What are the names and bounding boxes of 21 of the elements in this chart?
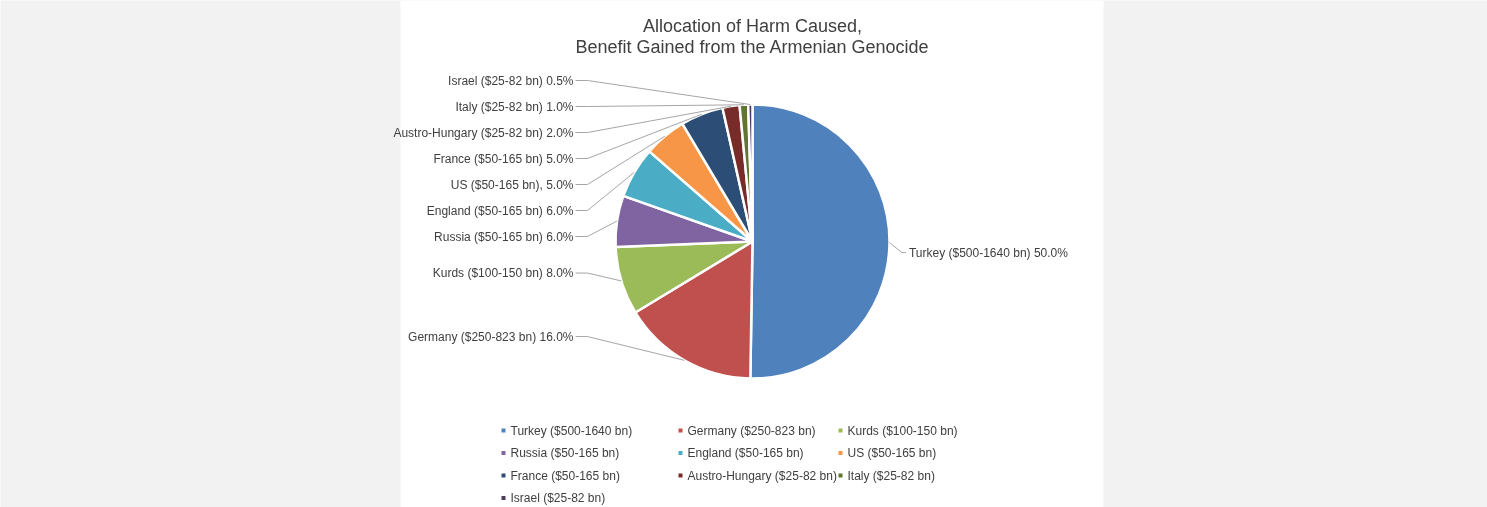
data-label: Italy ($25-82 bn) 1.0% [455,99,574,114]
data-label: Russia ($50-165 bn) 6.0% [434,229,574,244]
legend-label: US ($50-165 bn) [847,446,937,460]
legend-label: France ($50-165 bn) [510,468,620,483]
data-label: England ($50-165 bn) 6.0% [426,203,574,218]
legend-label: Turkey ($500-1640 bn) [510,423,633,438]
legend-label: Israel ($25-82 bn) [510,491,606,505]
data-label: France ($50-165 bn) 5.0% [433,151,574,166]
legend-label: Italy ($25-82 bn) [847,468,935,483]
data-label: US ($50-165 bn), 5.0% [450,177,574,192]
data-label: Germany ($250-823 bn) 16.0% [408,329,574,344]
data-label: Turkey ($500-1640 bn) 50.0% [908,245,1069,260]
legend-label: Austro-Hungary ($25-82 bn) [687,468,837,483]
legend-label: Kurds ($100-150 bn) [847,423,958,438]
legend-label: England ($50-165 bn) [687,446,804,460]
chart-title: Allocation of Harm Caused, Benefit Gained from the Armenian Genocide [575,15,929,57]
data-label: Austro-Hungary ($25-82 bn) 2.0% [393,125,574,140]
data-label: Israel ($25-82 bn) 0.5% [448,73,574,88]
legend-label: Germany ($250-823 bn) [687,423,816,438]
legend-label: Russia ($50-165 bn) [510,446,620,460]
data-label: Kurds ($100-150 bn) 8.0% [432,266,574,281]
